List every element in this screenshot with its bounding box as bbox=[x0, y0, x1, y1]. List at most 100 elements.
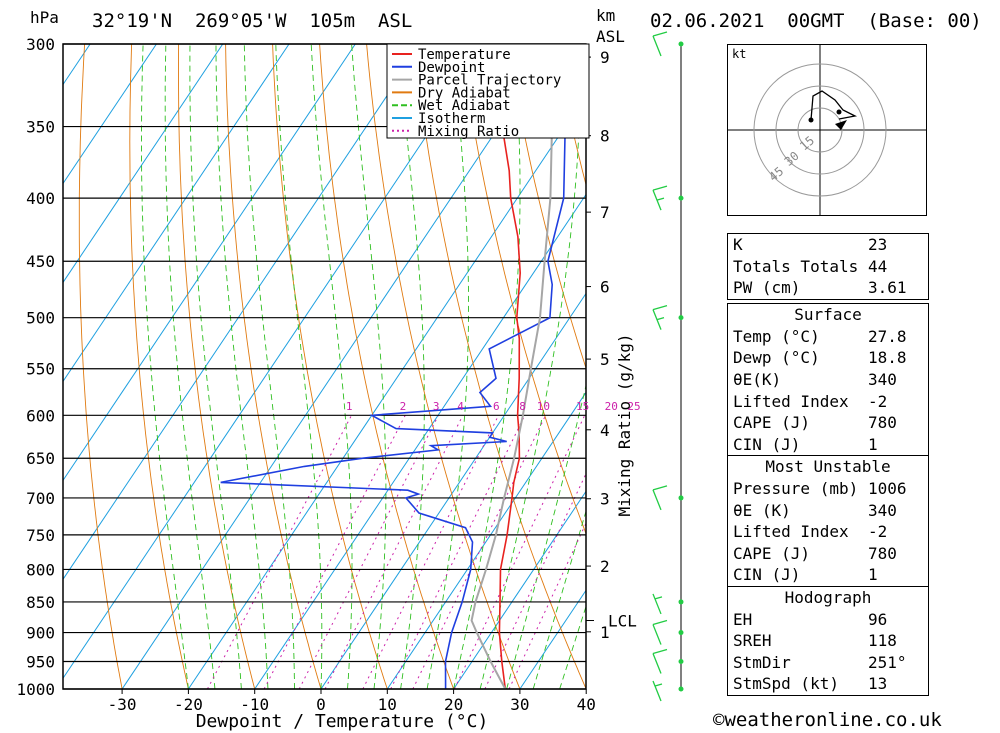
pressure-tick-label: 300 bbox=[26, 35, 55, 54]
mixing-ratio-line bbox=[508, 522, 586, 689]
wind-barb-half bbox=[654, 683, 663, 687]
location-title: 32°19'N 269°05'W 105m ASL bbox=[92, 10, 413, 32]
pressure-tick-label: 700 bbox=[26, 489, 55, 508]
surface-row: CAPE (J) 780 bbox=[733, 413, 897, 433]
surface-table: Surface Temp (°C) 27.8 Dewp (°C) 18.8 θE(K… bbox=[727, 303, 929, 696]
wind-barb bbox=[652, 185, 668, 211]
pressure-tick-label: 400 bbox=[26, 189, 55, 208]
isotherm-line bbox=[63, 44, 290, 383]
dry-adiabat-line bbox=[413, 44, 586, 689]
pressure-tick-label: 800 bbox=[26, 560, 55, 579]
wind-barb-half bbox=[656, 317, 665, 321]
profile-temperature bbox=[497, 44, 522, 689]
wind-barb-flag bbox=[652, 305, 668, 311]
mixing-ratio-tick-label: 1 bbox=[346, 400, 353, 413]
mu-row: θE (K) 340 bbox=[733, 500, 897, 520]
indices-table: K 23 Totals Totals 44 PW (cm) 3.61 bbox=[727, 233, 929, 300]
height-unit-km: km bbox=[596, 6, 616, 25]
dry-adiabat-line bbox=[970, 26, 1000, 689]
legend-label: Isotherm bbox=[418, 111, 485, 127]
pressure-tick-label: 350 bbox=[26, 118, 55, 137]
hodo-row: StmSpd (kt) 13 bbox=[733, 674, 888, 694]
legend-box bbox=[386, 43, 590, 139]
legend-label: Dewpoint bbox=[418, 60, 485, 76]
dry-adiabat-line bbox=[366, 44, 521, 689]
dry-adiabat-line bbox=[319, 44, 455, 689]
hodo-storm-dot bbox=[836, 109, 842, 115]
temperature-tick-label: -20 bbox=[174, 695, 203, 714]
pressure-tick-label: 550 bbox=[26, 360, 55, 379]
dry-adiabat-line bbox=[225, 44, 322, 689]
isotherm-line bbox=[0, 44, 24, 689]
wet-adiabat-line bbox=[189, 44, 242, 689]
height-tick-label: 2 bbox=[600, 557, 610, 576]
mixing-ratio-line bbox=[484, 472, 586, 689]
mixing-ratio-line bbox=[324, 415, 464, 689]
legend-label: Dry Adiabat bbox=[418, 85, 511, 101]
mixing-ratio-line bbox=[453, 415, 586, 689]
isotherm-line bbox=[63, 44, 224, 284]
surface-row: CIN (J) 1 bbox=[733, 434, 878, 454]
isotherm-line bbox=[187, 94, 586, 689]
surface-row: Temp (°C) 27.8 bbox=[733, 326, 907, 346]
wind-barb-flag bbox=[652, 31, 668, 37]
pressure-tick-label: 500 bbox=[26, 309, 55, 328]
mixing-ratio-tick-label: 25 bbox=[627, 400, 640, 413]
most-unstable-title: Most Unstable bbox=[728, 455, 928, 478]
wind-barb bbox=[652, 305, 668, 330]
mixing-ratio-line bbox=[206, 415, 352, 689]
temperature-tick-label: 30 bbox=[510, 695, 529, 714]
isotherm-line bbox=[386, 391, 586, 689]
isotherm-line bbox=[320, 292, 586, 689]
wind-level-dot bbox=[678, 41, 684, 47]
pressure-tick-label: 450 bbox=[26, 252, 55, 271]
hodo-row: SREH 118 bbox=[733, 631, 897, 651]
isotherm-line bbox=[121, 44, 555, 689]
isotherm-line bbox=[254, 193, 586, 689]
height-tick-label: 4 bbox=[600, 421, 610, 440]
wind-barb-flag bbox=[652, 648, 668, 655]
hodo-row: StmDir 251° bbox=[733, 652, 907, 672]
copyright-text: ©weatheronline.co.uk bbox=[713, 709, 942, 731]
mixing-ratio-tick-label: 2 bbox=[400, 400, 407, 413]
legend-label: Mixing Ratio bbox=[418, 124, 519, 140]
wind-level-dot bbox=[678, 599, 684, 605]
dry-adiabat-line bbox=[923, 26, 1000, 689]
isotherm-line bbox=[453, 490, 586, 689]
wind-barb-shaft bbox=[652, 624, 662, 645]
wind-barb-flag bbox=[652, 185, 668, 191]
isotherm-line bbox=[63, 44, 157, 185]
index-row: PW (cm) 3.61 bbox=[733, 278, 907, 298]
pressure-tick-label: 900 bbox=[26, 624, 55, 643]
wind-barb-half bbox=[654, 596, 663, 600]
temperature-tick-label: 20 bbox=[444, 695, 463, 714]
wet-adiabat-line bbox=[275, 44, 323, 689]
mixing-ratio-line bbox=[298, 415, 439, 689]
mixing-ratio-tick-label: 4 bbox=[457, 400, 464, 413]
pressure-tick-label: 650 bbox=[26, 449, 55, 468]
dry-adiabat-line bbox=[460, 44, 586, 535]
mixing-ratio-tick-label: 6 bbox=[493, 400, 500, 413]
hodo-surface-dot bbox=[808, 117, 814, 123]
height-tick-label: 6 bbox=[600, 278, 610, 297]
height-unit-asl: ASL bbox=[596, 27, 625, 46]
pressure-tick-label: 850 bbox=[26, 593, 55, 612]
profile-parcel-trajectory bbox=[470, 44, 554, 689]
mixing-ratio-tick-label: 3 bbox=[433, 400, 440, 413]
wind-level-dot bbox=[678, 315, 684, 321]
surface-row: θE(K) 340 bbox=[733, 370, 897, 390]
wind-barb-flag bbox=[652, 485, 668, 491]
mu-row: CAPE (J) 780 bbox=[733, 543, 897, 563]
wind-level-dot bbox=[678, 659, 684, 665]
wind-level-dot bbox=[678, 195, 684, 201]
profile-dewpoint bbox=[220, 44, 567, 689]
hodo-trace bbox=[810, 90, 858, 121]
pressure-unit: hPa bbox=[30, 8, 59, 27]
wet-adiabat-line bbox=[243, 44, 295, 689]
wind-barb-shaft bbox=[652, 680, 662, 702]
mu-row: Pressure (mb) 1006 bbox=[733, 479, 907, 499]
mixing-ratio-line bbox=[412, 415, 547, 689]
wet-adiabat-line bbox=[426, 44, 469, 689]
surface-row: Lifted Index -2 bbox=[733, 391, 888, 411]
